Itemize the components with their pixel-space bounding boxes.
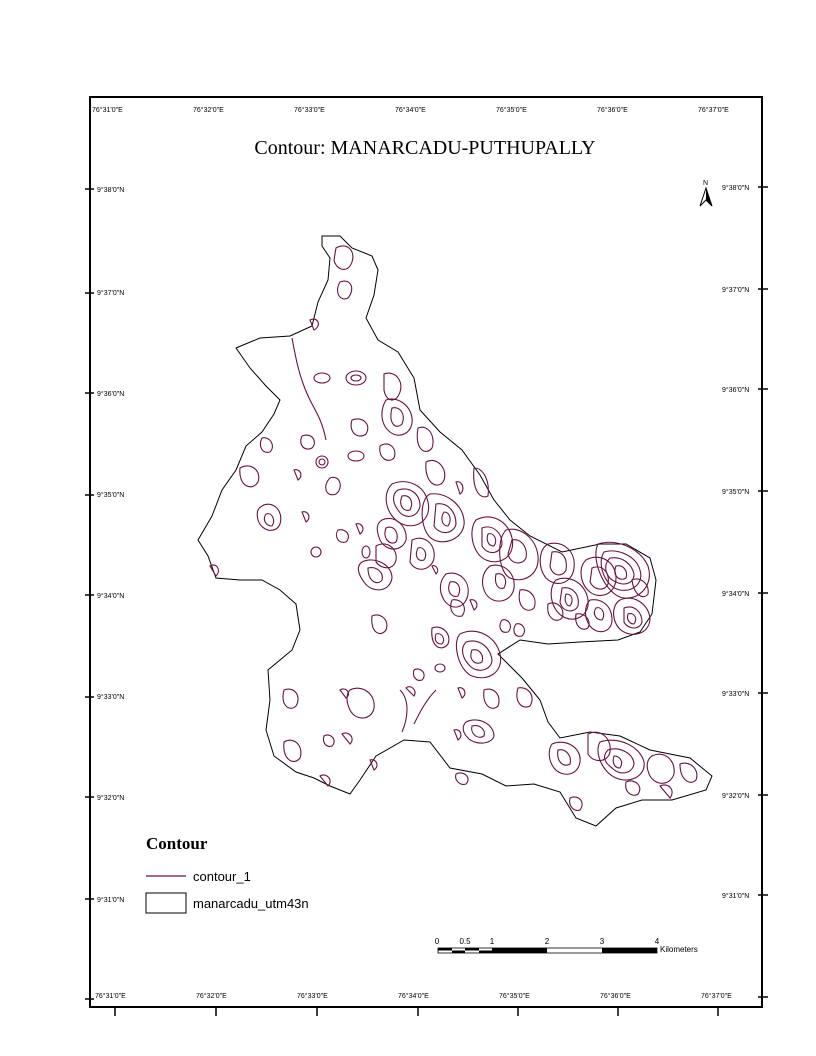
right-lat-label: 9°38'0"N [722,184,749,192]
right-lat-label: 9°36'0"N [722,386,749,394]
left-lat-label: 9°35'0"N [97,491,124,499]
right-lat-label: 9°37'0"N [722,286,749,294]
legend-title: Contour [146,834,208,853]
legend: Contour contour_1 manarcadu_utm43n [145,834,309,914]
right-lat-label: 9°33'0"N [722,690,749,698]
bottom-lon-label: 76°31'0"E [95,992,126,1000]
map-title: Contour: MANARCADU-PUTHUPALLY [254,137,595,159]
map-border [89,96,763,1008]
scale-bar: 0 0.5 1 2 3 4 Kilometers [435,937,698,954]
north-arrow-label: N [703,180,708,187]
grid-ticks [85,186,768,1016]
scale-tick-label: 0.5 [459,937,471,946]
bottom-lon-label: 76°34'0"E [398,992,429,1000]
right-latitude-labels: 9°38'0"N 9°37'0"N 9°36'0"N 9°35'0"N 9°34… [722,184,749,900]
top-lon-label: 76°34'0"E [395,106,426,114]
left-lat-label: 9°31'0"N [97,896,124,904]
bottom-lon-label: 76°33'0"E [297,992,328,1000]
top-lon-label: 76°37'0"E [698,106,729,114]
right-lat-label: 9°34'0"N [722,590,749,598]
top-lon-label: 76°35'0"E [496,106,527,114]
legend-item-boundary: manarcadu_utm43n [193,896,309,911]
right-lat-label: 9°32'0"N [722,792,749,800]
scale-unit-label: Kilometers [660,945,698,954]
scale-tick-label: 4 [655,937,660,946]
top-lon-label: 76°32'0"E [193,106,224,114]
contour-lines [209,245,698,811]
bottom-lon-label: 76°35'0"E [499,992,530,1000]
bottom-lon-label: 76°36'0"E [600,992,631,1000]
top-longitude-labels: 76°31'0"E 76°32'0"E 76°33'0"E 76°34'0"E … [92,106,729,114]
scale-tick-label: 3 [600,937,605,946]
right-lat-label: 9°31'0"N [722,892,749,900]
left-latitude-labels: 9°38'0"N 9°37'0"N 9°36'0"N 9°35'0"N 9°34… [97,186,124,904]
legend-item-contour: contour_1 [193,869,251,884]
top-lon-label: 76°31'0"E [92,106,123,114]
left-lat-label: 9°38'0"N [97,186,124,194]
scale-tick-label: 2 [545,937,550,946]
top-lon-label: 76°36'0"E [597,106,628,114]
bottom-longitude-labels: 76°31'0"E 76°32'0"E 76°33'0"E 76°34'0"E … [95,992,732,1000]
right-lat-label: 9°35'0"N [722,488,749,496]
left-lat-label: 9°32'0"N [97,794,124,802]
left-lat-label: 9°33'0"N [97,693,124,701]
north-arrow-icon: N [699,180,713,207]
study-area-boundary [197,235,713,827]
bottom-lon-label: 76°32'0"E [196,992,227,1000]
left-lat-label: 9°34'0"N [97,592,124,600]
left-lat-label: 9°36'0"N [97,390,124,398]
scale-tick-label: 0 [435,937,440,946]
left-lat-label: 9°37'0"N [97,289,124,297]
bottom-lon-label: 76°37'0"E [701,992,732,1000]
top-lon-label: 76°33'0"E [294,106,325,114]
scale-tick-label: 1 [490,937,495,946]
legend-box-symbol [145,892,187,914]
